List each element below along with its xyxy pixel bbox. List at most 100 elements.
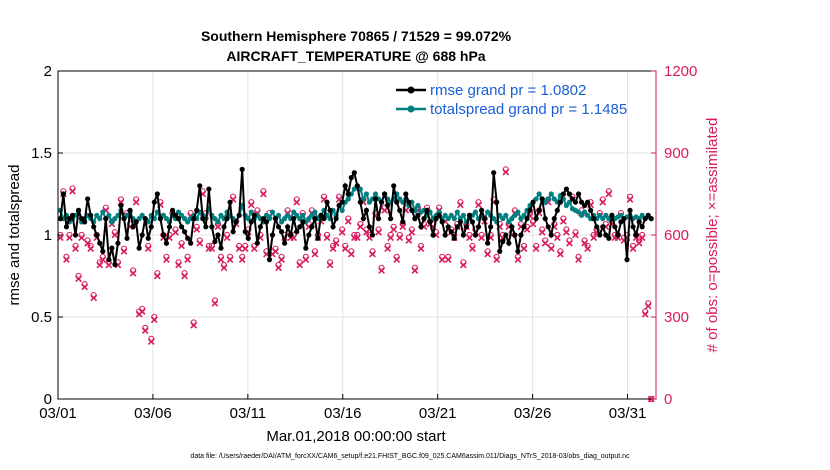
obs-assimilated-point	[238, 256, 246, 263]
rmse-point	[412, 216, 418, 222]
legend: rmse grand pr = 1.0802 totalspread grand…	[396, 82, 627, 118]
rmse-point	[282, 240, 288, 246]
obs-assimilated-point	[193, 226, 201, 233]
totalspread-point	[578, 212, 585, 218]
obs-assimilated-point	[393, 256, 401, 263]
totalspread-point	[581, 209, 588, 215]
totalspread-point	[585, 212, 591, 218]
totalspread-point	[300, 212, 306, 218]
totalspread-point	[566, 199, 573, 205]
obs-assimilated-point	[235, 245, 243, 253]
obs-assimilated-point	[66, 234, 73, 242]
rmse-point	[303, 245, 309, 251]
totalspread-point	[372, 191, 379, 197]
rmse-point	[645, 212, 651, 218]
obs-assimilated-point	[153, 272, 161, 280]
obs-assimilated-point	[575, 256, 582, 263]
rmse-point	[103, 216, 109, 222]
rmse-point	[300, 219, 306, 225]
totalspread-point	[518, 216, 524, 222]
obs-assimilated-point	[147, 338, 155, 345]
rmse-point	[363, 207, 370, 213]
rmse-point	[569, 196, 576, 202]
rmse-point	[212, 238, 218, 245]
rmse-point	[530, 199, 536, 205]
rmse-point	[239, 166, 245, 172]
totalspread-point	[248, 209, 254, 215]
obs-assimilated-point	[626, 196, 634, 203]
rmse-point	[575, 191, 582, 197]
obs-assimilated-point	[581, 239, 588, 247]
obs-assimilated-point	[57, 234, 64, 242]
rmse-point	[351, 170, 357, 176]
totalspread-point	[109, 219, 115, 225]
rmse-point	[385, 202, 391, 209]
obs-assimilated-point	[211, 299, 219, 307]
totalspread-point	[521, 212, 527, 218]
obs-assimilated-point	[278, 256, 285, 263]
obs-assimilated-point	[223, 234, 231, 242]
rmse-point	[75, 207, 82, 213]
rmse-point	[485, 240, 491, 246]
totalspread-point	[360, 196, 366, 202]
obs-assimilated-point	[532, 245, 540, 253]
legend-rmse-marker	[407, 86, 415, 94]
rmse-point	[581, 202, 588, 209]
totalspread-point	[269, 209, 276, 215]
rmse-point	[97, 240, 103, 246]
obs-assimilated-point	[293, 198, 301, 206]
obs-assimilated-point	[478, 234, 485, 242]
rmse-point	[294, 229, 300, 235]
rmse-point	[397, 207, 403, 213]
totalspread-point	[485, 209, 491, 215]
obs-assimilated-point	[469, 245, 476, 253]
obs-assimilated-point	[547, 245, 555, 253]
rmse-point	[148, 224, 154, 230]
rmse-point	[360, 216, 366, 222]
rmse-point	[388, 216, 394, 222]
obs-assimilated-point	[629, 245, 637, 253]
totalspread-point	[460, 212, 466, 218]
obs-assimilated-point	[72, 245, 79, 253]
y-left-tick-label: 0	[44, 391, 52, 408]
obs-assimilated-point	[502, 168, 510, 176]
totalspread-point	[606, 216, 612, 222]
obs-assimilated-point	[466, 234, 473, 242]
obs-assimilated-point	[220, 264, 228, 272]
rmse-point	[209, 224, 215, 230]
rmse-point	[285, 224, 291, 230]
totalspread-point	[285, 212, 291, 218]
rmse-point	[124, 235, 130, 241]
rmse-point	[636, 219, 642, 225]
totalspread-point	[312, 209, 318, 215]
rmse-point	[69, 212, 76, 218]
rmse-point	[503, 232, 509, 238]
rmse-point	[60, 191, 67, 197]
totalspread-point	[603, 212, 609, 218]
y-axis-right: 0 300 600 900 1200	[651, 63, 697, 408]
rmse-point	[445, 224, 451, 230]
totalspread-point	[512, 212, 518, 218]
x-tick-label: 03/11	[230, 405, 266, 422]
obs-assimilated-point	[641, 310, 649, 318]
rmse-point	[554, 207, 560, 213]
rmse-point	[57, 216, 63, 222]
obs-assimilated-point	[572, 231, 579, 239]
x-axis-label: Mar.01,2018 00:00:00 start	[266, 428, 446, 445]
totalspread-point	[275, 212, 282, 218]
obs-assimilated-point	[475, 201, 482, 209]
rmse-point	[597, 232, 603, 238]
totalspread-point	[175, 209, 182, 215]
y-right-tick-label: 1200	[664, 63, 697, 80]
rmse-point	[624, 257, 630, 263]
obs-assimilated-point	[241, 245, 249, 253]
rmse-point	[191, 216, 197, 222]
obs-assimilated-point	[163, 256, 170, 263]
x-tick-label: 03/06	[134, 405, 172, 422]
rmse-point	[327, 207, 333, 213]
obs-assimilated-point	[111, 231, 119, 239]
rmse-point	[260, 216, 266, 222]
rmse-point	[409, 207, 415, 213]
totalspread-point	[506, 219, 512, 225]
obs-assimilated-point	[556, 250, 564, 258]
